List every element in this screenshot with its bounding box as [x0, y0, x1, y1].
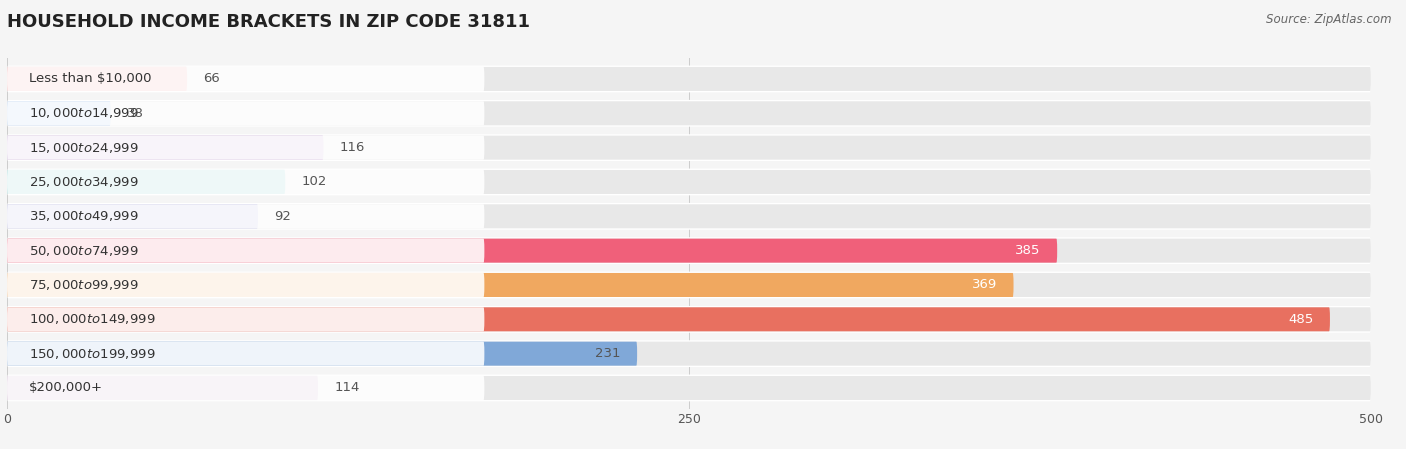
FancyBboxPatch shape	[7, 67, 187, 91]
FancyBboxPatch shape	[7, 136, 484, 160]
FancyBboxPatch shape	[7, 237, 1371, 264]
Text: $25,000 to $34,999: $25,000 to $34,999	[30, 175, 139, 189]
FancyBboxPatch shape	[7, 342, 637, 365]
FancyBboxPatch shape	[7, 67, 1371, 91]
FancyBboxPatch shape	[7, 273, 1014, 297]
Text: 231: 231	[595, 347, 621, 360]
FancyBboxPatch shape	[7, 374, 1371, 401]
FancyBboxPatch shape	[7, 272, 1371, 299]
FancyBboxPatch shape	[7, 342, 1371, 365]
Text: Less than $10,000: Less than $10,000	[30, 72, 152, 85]
FancyBboxPatch shape	[7, 238, 484, 263]
FancyBboxPatch shape	[7, 273, 1371, 297]
Text: $200,000+: $200,000+	[30, 382, 103, 395]
FancyBboxPatch shape	[7, 307, 1330, 331]
FancyBboxPatch shape	[7, 204, 257, 229]
FancyBboxPatch shape	[7, 238, 1371, 263]
FancyBboxPatch shape	[7, 134, 1371, 161]
FancyBboxPatch shape	[7, 101, 484, 125]
FancyBboxPatch shape	[7, 136, 323, 160]
FancyBboxPatch shape	[7, 376, 484, 400]
Text: 385: 385	[1015, 244, 1040, 257]
Text: HOUSEHOLD INCOME BRACKETS IN ZIP CODE 31811: HOUSEHOLD INCOME BRACKETS IN ZIP CODE 31…	[7, 13, 530, 31]
Text: $35,000 to $49,999: $35,000 to $49,999	[30, 209, 139, 223]
FancyBboxPatch shape	[7, 101, 111, 125]
FancyBboxPatch shape	[7, 168, 1371, 195]
FancyBboxPatch shape	[7, 204, 1371, 229]
Text: 92: 92	[274, 210, 291, 223]
FancyBboxPatch shape	[7, 238, 1057, 263]
FancyBboxPatch shape	[7, 100, 1371, 127]
Text: 116: 116	[340, 141, 366, 154]
Text: 66: 66	[204, 72, 221, 85]
FancyBboxPatch shape	[7, 66, 1371, 92]
FancyBboxPatch shape	[7, 273, 484, 297]
FancyBboxPatch shape	[7, 170, 484, 194]
FancyBboxPatch shape	[7, 204, 484, 229]
Text: 102: 102	[302, 176, 328, 189]
FancyBboxPatch shape	[7, 203, 1371, 230]
Text: $75,000 to $99,999: $75,000 to $99,999	[30, 278, 139, 292]
Text: $50,000 to $74,999: $50,000 to $74,999	[30, 244, 139, 258]
FancyBboxPatch shape	[7, 306, 1371, 333]
Text: 485: 485	[1288, 313, 1313, 326]
Text: $10,000 to $14,999: $10,000 to $14,999	[30, 106, 139, 120]
FancyBboxPatch shape	[7, 67, 484, 91]
FancyBboxPatch shape	[7, 170, 1371, 194]
Text: Source: ZipAtlas.com: Source: ZipAtlas.com	[1267, 13, 1392, 26]
FancyBboxPatch shape	[7, 376, 318, 400]
Text: 38: 38	[127, 107, 143, 120]
Text: $100,000 to $149,999: $100,000 to $149,999	[30, 313, 156, 326]
Text: $15,000 to $24,999: $15,000 to $24,999	[30, 141, 139, 154]
FancyBboxPatch shape	[7, 170, 285, 194]
FancyBboxPatch shape	[7, 340, 1371, 367]
FancyBboxPatch shape	[7, 376, 1371, 400]
FancyBboxPatch shape	[7, 136, 1371, 160]
Text: 114: 114	[335, 382, 360, 395]
Text: 369: 369	[972, 278, 997, 291]
FancyBboxPatch shape	[7, 101, 1371, 125]
Text: $150,000 to $199,999: $150,000 to $199,999	[30, 347, 156, 361]
FancyBboxPatch shape	[7, 307, 1371, 331]
FancyBboxPatch shape	[7, 342, 484, 365]
FancyBboxPatch shape	[7, 307, 484, 331]
